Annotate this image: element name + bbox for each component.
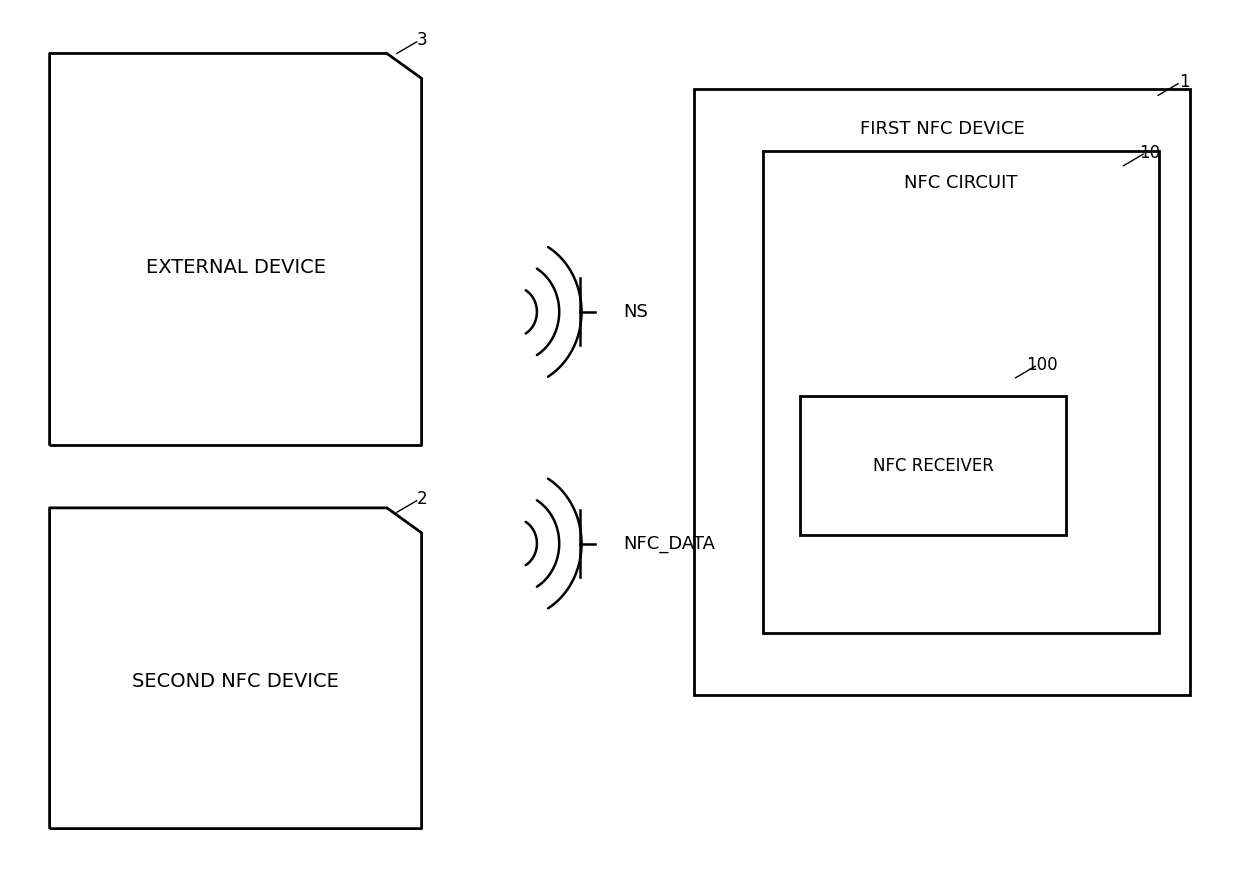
Text: SECOND NFC DEVICE: SECOND NFC DEVICE — [133, 672, 339, 691]
Text: NS: NS — [624, 303, 649, 321]
Bar — [800, 396, 1066, 535]
Text: NFC_DATA: NFC_DATA — [624, 535, 715, 552]
Text: FIRST NFC DEVICE: FIRST NFC DEVICE — [861, 120, 1024, 138]
Text: 3: 3 — [417, 31, 427, 49]
Text: EXTERNAL DEVICE: EXTERNAL DEVICE — [145, 257, 326, 277]
Text: 10: 10 — [1138, 144, 1161, 162]
Bar — [763, 151, 1159, 633]
Text: 100: 100 — [1025, 356, 1058, 374]
Text: 2: 2 — [417, 490, 427, 508]
Bar — [694, 89, 1190, 695]
Text: NFC RECEIVER: NFC RECEIVER — [873, 457, 993, 475]
Text: NFC CIRCUIT: NFC CIRCUIT — [904, 174, 1018, 192]
Text: 1: 1 — [1179, 73, 1189, 91]
